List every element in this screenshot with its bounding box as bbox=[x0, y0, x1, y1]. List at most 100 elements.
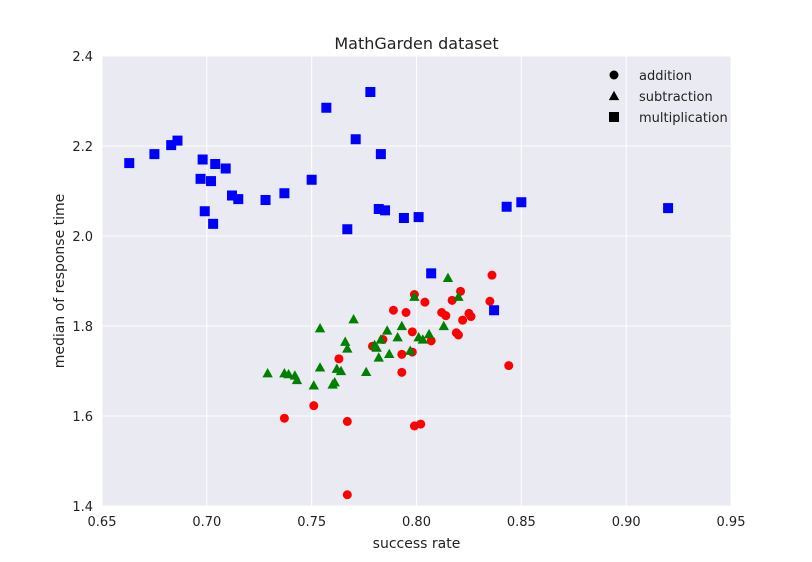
x-tick-label: 0.70 bbox=[192, 515, 221, 530]
addition-point bbox=[447, 295, 457, 305]
legend: addition subtraction multiplication bbox=[608, 69, 728, 126]
y-tick-label: 2.2 bbox=[72, 140, 93, 155]
addition-point bbox=[309, 401, 319, 411]
subtraction-point bbox=[291, 374, 303, 385]
multiplication-point bbox=[226, 190, 237, 201]
subtraction-point bbox=[348, 314, 359, 324]
subtraction-point bbox=[314, 362, 326, 372]
multiplication-point bbox=[365, 87, 376, 97]
subtraction-point bbox=[262, 368, 273, 378]
subtraction-point bbox=[314, 323, 326, 333]
y-tick-label: 1.6 bbox=[72, 410, 93, 425]
addition-point bbox=[420, 297, 430, 307]
addition-point bbox=[334, 354, 344, 364]
multiplication-legend-marker bbox=[609, 112, 619, 122]
addition-point bbox=[407, 327, 417, 337]
multiplication-point bbox=[279, 188, 290, 199]
addition-point bbox=[397, 349, 407, 359]
x-tick-label: 0.85 bbox=[507, 515, 536, 530]
x-tick-label: 0.75 bbox=[297, 515, 326, 530]
subtraction-point bbox=[442, 272, 454, 283]
data-points bbox=[124, 87, 674, 500]
addition-point bbox=[504, 361, 514, 371]
addition-point bbox=[388, 305, 398, 315]
multiplication-point bbox=[233, 194, 244, 205]
multiplication-point bbox=[413, 212, 424, 223]
multiplication-point bbox=[375, 149, 386, 160]
multiplication-legend-label: multiplication bbox=[639, 111, 728, 126]
multiplication-point bbox=[197, 154, 208, 165]
y-axis-label: median of response time bbox=[52, 194, 68, 369]
subtraction-legend-label: subtraction bbox=[639, 90, 713, 105]
subtraction-point bbox=[308, 380, 319, 390]
addition-point bbox=[397, 367, 407, 377]
multiplication-point bbox=[516, 197, 527, 208]
subtraction-point bbox=[453, 291, 464, 301]
addition-point bbox=[342, 490, 352, 500]
multiplication-point bbox=[124, 158, 135, 169]
chart-title: MathGarden dataset bbox=[334, 34, 498, 53]
multiplication-point bbox=[206, 176, 217, 187]
x-tick-label: 0.95 bbox=[717, 515, 746, 530]
subtraction-legend-marker bbox=[608, 90, 620, 101]
subtraction-point bbox=[340, 336, 351, 346]
addition-point bbox=[487, 270, 497, 280]
multiplication-point bbox=[501, 201, 512, 212]
subtraction-point bbox=[423, 328, 435, 339]
multiplication-point bbox=[398, 213, 409, 223]
multiplication-point bbox=[172, 135, 183, 146]
subtraction-point bbox=[384, 348, 395, 359]
addition-point bbox=[458, 315, 468, 325]
multiplication-point bbox=[260, 195, 271, 205]
subtraction-point bbox=[329, 377, 340, 387]
addition-point bbox=[466, 312, 476, 322]
x-tick-label: 0.65 bbox=[88, 515, 117, 530]
subtraction-point bbox=[392, 332, 403, 342]
multiplication-point bbox=[166, 140, 177, 151]
grid-lines bbox=[101, 55, 732, 507]
subtraction-point bbox=[335, 365, 347, 376]
multiplication-point bbox=[149, 149, 160, 160]
subtraction-point bbox=[371, 342, 382, 352]
addition-point bbox=[441, 311, 451, 321]
subtraction-point bbox=[381, 325, 393, 335]
subtraction-point bbox=[396, 320, 408, 331]
addition-legend-label: addition bbox=[639, 69, 692, 84]
y-tick-label: 1.8 bbox=[72, 320, 93, 335]
multiplication-point bbox=[195, 173, 206, 184]
multiplication-point bbox=[373, 204, 384, 214]
subtraction-point bbox=[375, 334, 387, 344]
subtraction-point bbox=[360, 366, 372, 377]
multiplication-point bbox=[199, 206, 210, 217]
multiplication-point bbox=[220, 163, 231, 174]
x-tick-labels: 0.65 0.70 0.75 0.80 0.85 0.90 0.95 bbox=[88, 515, 746, 530]
addition-point bbox=[453, 330, 463, 340]
multiplication-point bbox=[306, 174, 317, 185]
y-tick-label: 2.4 bbox=[72, 50, 93, 65]
subtraction-point bbox=[409, 291, 420, 301]
y-tick-label: 1.4 bbox=[72, 500, 93, 515]
multiplication-point bbox=[663, 203, 674, 214]
multiplication-point bbox=[208, 218, 219, 229]
addition-legend-marker bbox=[609, 70, 619, 80]
addition-point bbox=[279, 413, 289, 423]
multiplication-point bbox=[342, 224, 353, 235]
multiplication-point bbox=[489, 305, 500, 316]
addition-point bbox=[426, 336, 436, 346]
subtraction-point bbox=[373, 352, 384, 362]
addition-point bbox=[342, 416, 352, 426]
multiplication-point bbox=[321, 102, 332, 113]
subtraction-point bbox=[283, 368, 294, 379]
x-tick-label: 0.90 bbox=[612, 515, 641, 530]
addition-point bbox=[485, 296, 495, 306]
subtraction-point bbox=[342, 343, 353, 353]
y-tick-labels: 1.4 1.6 1.8 2.0 2.2 2.4 bbox=[72, 50, 93, 515]
addition-point bbox=[401, 308, 411, 317]
multiplication-point bbox=[380, 205, 391, 216]
multiplication-point bbox=[210, 159, 221, 169]
subtraction-point bbox=[438, 320, 449, 331]
subtraction-point bbox=[417, 334, 428, 344]
x-axis-label: success rate bbox=[373, 536, 461, 552]
multiplication-point bbox=[350, 134, 361, 145]
